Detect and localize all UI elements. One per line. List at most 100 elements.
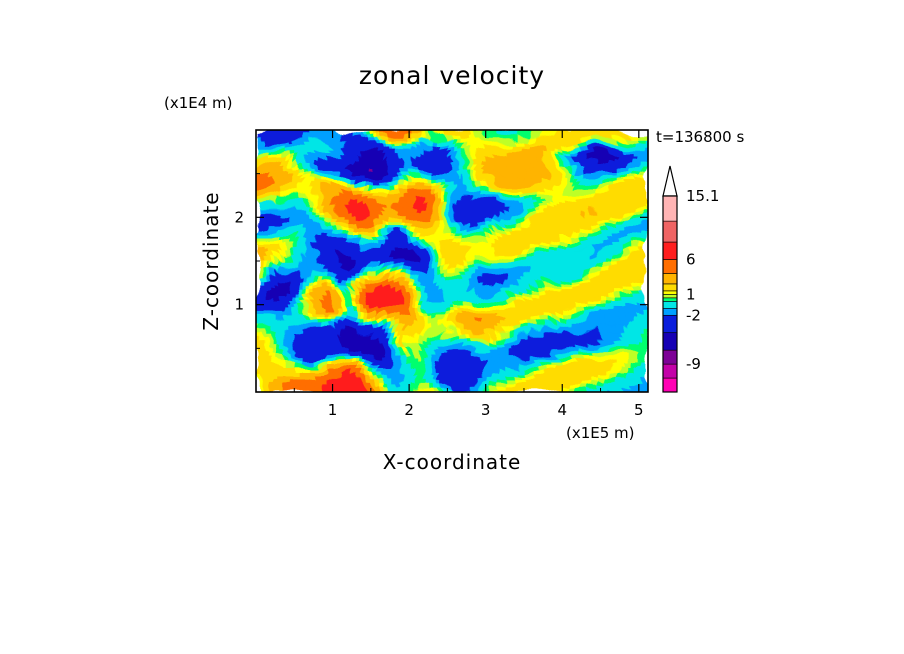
field-cell bbox=[335, 217, 341, 222]
field-cell bbox=[379, 296, 385, 301]
field-cell bbox=[631, 355, 637, 361]
field-cell bbox=[343, 268, 349, 274]
field-cell bbox=[615, 221, 621, 226]
field-cell bbox=[511, 292, 517, 298]
field-cell bbox=[387, 213, 393, 218]
field-cell bbox=[523, 248, 529, 254]
field-cell bbox=[491, 189, 497, 194]
field-cell bbox=[615, 209, 621, 214]
field-cell bbox=[419, 240, 425, 246]
field-cell bbox=[595, 284, 601, 290]
field-cell bbox=[379, 236, 385, 242]
field-cell bbox=[311, 363, 317, 369]
field-cell bbox=[623, 272, 629, 278]
field-cell bbox=[455, 324, 461, 329]
field-cell bbox=[639, 260, 645, 266]
field-cell bbox=[271, 336, 277, 341]
field-cell bbox=[643, 367, 648, 373]
field-cell bbox=[451, 296, 457, 301]
field-cell bbox=[467, 320, 473, 325]
field-cell bbox=[399, 328, 405, 333]
field-cell bbox=[575, 264, 581, 270]
field-cell bbox=[507, 375, 513, 381]
field-cell bbox=[331, 328, 337, 333]
field-cell bbox=[499, 375, 505, 381]
field-cell bbox=[383, 236, 389, 242]
field-cell bbox=[267, 324, 273, 329]
field-cell bbox=[615, 288, 621, 294]
field-cell bbox=[491, 348, 497, 353]
field-cell bbox=[475, 252, 481, 258]
field-cell bbox=[363, 296, 369, 301]
field-cell bbox=[527, 352, 533, 357]
field-cell bbox=[311, 197, 317, 202]
field-cell bbox=[567, 375, 573, 381]
field-cell bbox=[491, 292, 497, 298]
field-cell bbox=[499, 336, 505, 341]
field-cell bbox=[287, 197, 293, 202]
field-cell bbox=[311, 312, 317, 317]
field-cell bbox=[363, 189, 369, 194]
field-cell bbox=[307, 189, 313, 194]
field-cell bbox=[323, 228, 329, 234]
field-cell bbox=[371, 201, 377, 206]
field-cell bbox=[539, 221, 545, 226]
field-cell bbox=[579, 224, 585, 230]
field-cell bbox=[303, 276, 309, 282]
field-cell bbox=[367, 359, 373, 365]
field-cell bbox=[479, 304, 485, 309]
field-cell bbox=[515, 363, 521, 369]
field-cell bbox=[411, 312, 417, 317]
field-cell bbox=[491, 371, 497, 377]
field-cell bbox=[355, 280, 361, 286]
field-cell bbox=[351, 252, 357, 258]
field-cell bbox=[511, 240, 517, 246]
field-cell bbox=[323, 375, 329, 381]
field-cell bbox=[631, 260, 637, 266]
field-cell bbox=[419, 383, 425, 389]
field-cell bbox=[523, 284, 529, 290]
field-cell bbox=[487, 363, 493, 369]
field-cell bbox=[479, 205, 485, 210]
field-cell bbox=[471, 193, 477, 198]
field-cell bbox=[427, 292, 433, 298]
field-cell bbox=[291, 296, 297, 301]
field-cell bbox=[287, 375, 293, 381]
field-cell bbox=[439, 228, 445, 234]
field-cell bbox=[443, 340, 449, 345]
field-cell bbox=[447, 280, 453, 286]
field-cell bbox=[543, 205, 549, 210]
field-cell bbox=[447, 248, 453, 254]
field-cell bbox=[351, 260, 357, 266]
field-cell bbox=[503, 383, 509, 389]
field-cell bbox=[635, 221, 641, 226]
field-cell bbox=[327, 268, 333, 274]
field-cell bbox=[611, 205, 617, 210]
field-cell bbox=[435, 292, 441, 298]
field-cell bbox=[411, 363, 417, 369]
field-cell bbox=[395, 224, 401, 230]
field-cell bbox=[523, 205, 529, 210]
field-cell bbox=[479, 344, 485, 349]
field-cell bbox=[455, 352, 461, 357]
field-cell bbox=[315, 240, 321, 246]
field-cell bbox=[339, 304, 345, 309]
field-cell bbox=[575, 300, 581, 305]
field-cell bbox=[271, 363, 277, 369]
field-cell bbox=[503, 324, 509, 329]
field-cell bbox=[311, 300, 317, 305]
field-cell bbox=[519, 189, 525, 194]
field-cell bbox=[431, 240, 437, 246]
field-cell bbox=[507, 363, 513, 369]
field-cell bbox=[491, 296, 497, 301]
field-cell bbox=[431, 232, 437, 238]
field-cell bbox=[535, 367, 541, 373]
field-cell bbox=[471, 292, 477, 298]
field-cell bbox=[315, 363, 321, 369]
field-cell bbox=[491, 221, 497, 226]
field-cell bbox=[579, 363, 585, 369]
field-cell bbox=[287, 296, 293, 301]
field-cell bbox=[271, 232, 277, 238]
field-cell bbox=[271, 236, 277, 242]
field-cell bbox=[283, 197, 289, 202]
